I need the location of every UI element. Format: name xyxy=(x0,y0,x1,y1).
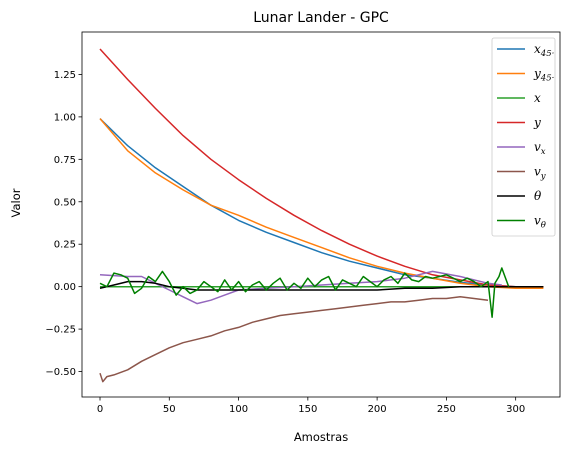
legend-label-x: x xyxy=(534,91,541,105)
x-tick-label: 50 xyxy=(163,404,176,415)
y-tick-label: −0.50 xyxy=(45,367,76,378)
x-tick-label: 200 xyxy=(368,404,387,415)
legend-label-vtheta: vθ xyxy=(534,214,546,231)
y-tick-label: 1.00 xyxy=(54,112,76,123)
plot-area xyxy=(81,31,561,398)
x-tick-label: 300 xyxy=(506,404,525,415)
x-tick-label: 100 xyxy=(229,404,248,415)
y-tick-label: 0.50 xyxy=(54,197,76,208)
y-tick-label: 1.25 xyxy=(54,70,76,81)
x-tick-label: 150 xyxy=(298,404,317,415)
legend-label-theta: θ xyxy=(534,189,542,203)
legend-box xyxy=(491,37,556,237)
x-tick-label: 250 xyxy=(437,404,456,415)
chart-title: Lunar Lander - GPC xyxy=(253,10,389,26)
legend-label-y: y xyxy=(533,116,541,130)
series-line-y45 xyxy=(99,118,544,290)
y-axis-label: Valor xyxy=(9,188,23,217)
y-axis: −0.50 −0.25 0.00 0.25 0.50 0.75 1.00 1.25 xyxy=(45,70,82,378)
series-line-vy xyxy=(99,296,489,383)
y-tick-label: 0.75 xyxy=(54,155,76,166)
series-line-x45 xyxy=(99,118,544,288)
x-tick-label: 0 xyxy=(97,404,103,415)
series-line-y xyxy=(99,48,544,288)
x-axis-label: Amostras xyxy=(294,430,348,444)
y-tick-label: 0.25 xyxy=(54,240,76,251)
y-tick-label: −0.25 xyxy=(45,325,76,336)
x-axis: 0 50 100 150 200 250 300 xyxy=(97,397,525,415)
legend-label-vx: vx xyxy=(534,140,546,157)
series-line-vtheta xyxy=(99,267,510,318)
y-tick-label: 0.00 xyxy=(54,282,76,293)
legend-label-vy: vy xyxy=(534,165,546,182)
plot-frame xyxy=(81,31,561,398)
